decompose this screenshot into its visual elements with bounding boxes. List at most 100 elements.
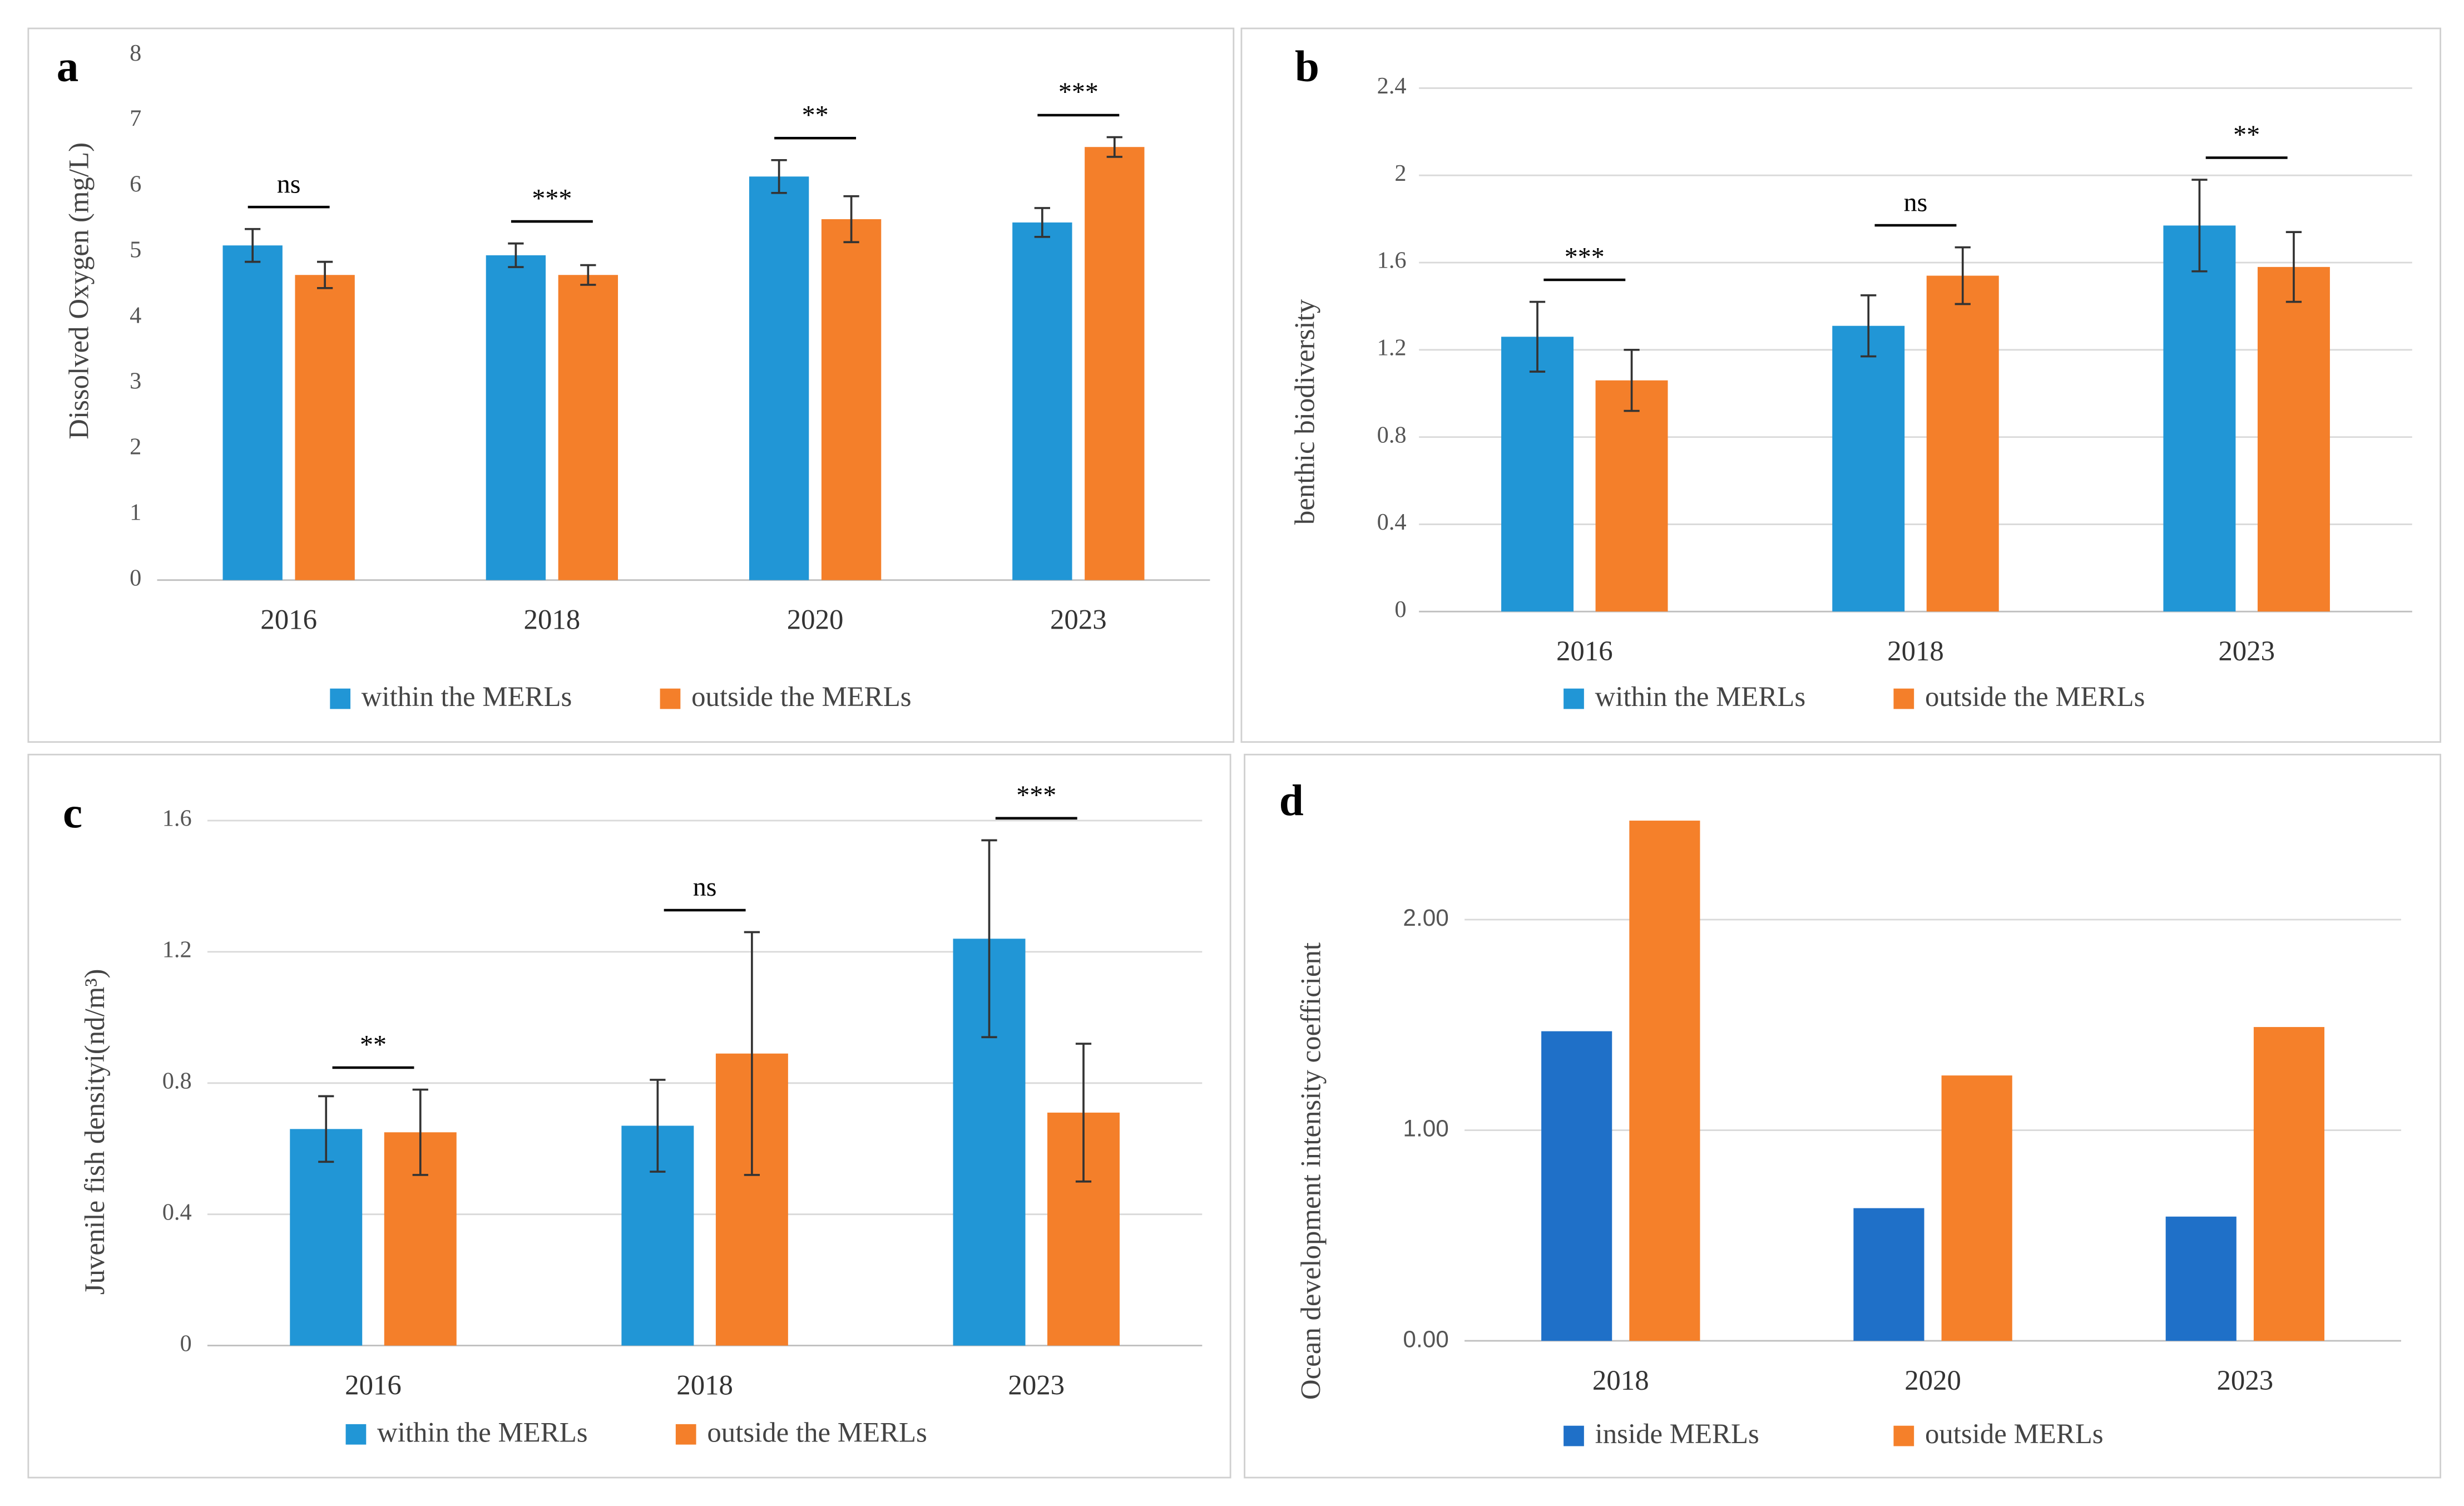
bar	[2163, 225, 2236, 612]
bar	[2253, 1027, 2325, 1341]
y-tick-label: 2.00	[1403, 905, 1448, 931]
legend-swatch	[1893, 688, 1914, 709]
significance-label: ns	[277, 169, 301, 199]
y-tick-label: 2.4	[1377, 73, 1407, 99]
legend-label: within the MERLs	[1595, 681, 1806, 712]
panel-frame	[27, 27, 1235, 743]
x-tick-label: 2023	[1008, 1370, 1065, 1401]
legend-swatch	[1563, 688, 1584, 709]
x-tick-label: 2023	[2217, 1365, 2274, 1396]
x-tick-label: 2023	[2218, 635, 2275, 666]
significance-label: ***	[1058, 77, 1099, 107]
error-bar	[245, 228, 261, 263]
y-tick-label: 1.6	[162, 806, 192, 832]
bar	[1853, 1208, 1924, 1341]
error-bar	[1034, 207, 1050, 238]
bar	[2165, 1216, 2237, 1341]
bar	[558, 275, 619, 580]
error-bar	[1955, 246, 1971, 305]
y-tick-label: 5	[130, 237, 141, 263]
error-bar	[744, 931, 760, 1176]
significance-label: **	[360, 1030, 387, 1059]
significance-label: ns	[693, 872, 717, 902]
y-tick-label: 1	[130, 499, 141, 525]
error-bar	[1624, 348, 1640, 412]
error-bar	[412, 1088, 428, 1176]
y-tick-label: 0	[1394, 596, 1406, 623]
y-axis-label: Dissolved Oxygen (mg/L)	[63, 142, 95, 440]
y-tick-label: 0.00	[1403, 1326, 1448, 1352]
bar	[1832, 325, 1905, 612]
panel-frame	[1240, 27, 2442, 743]
y-tick-label: 4	[130, 303, 141, 329]
bar	[1541, 1031, 1612, 1341]
panel-label: c	[63, 789, 82, 837]
bar	[290, 1129, 363, 1346]
legend-swatch	[345, 1424, 367, 1445]
bar	[486, 255, 546, 580]
significance-label: **	[2233, 120, 2260, 150]
legend-swatch	[1563, 1425, 1584, 1446]
y-tick-label: 2	[130, 434, 141, 460]
x-tick-label: 2020	[787, 604, 844, 635]
y-tick-label: 3	[130, 368, 141, 394]
y-axis-label: Ocean development intensity coefficient	[1295, 942, 1327, 1400]
x-tick-label: 2018	[676, 1370, 733, 1401]
error-bar	[650, 1079, 666, 1173]
y-tick-label: 0	[180, 1330, 191, 1356]
panel-label: d	[1279, 777, 1304, 825]
legend-label: outside the MERLs	[1925, 681, 2145, 712]
legend-label: inside MERLs	[1595, 1418, 1759, 1449]
y-tick-label: 1.6	[1377, 248, 1407, 274]
bar	[1926, 275, 1999, 612]
x-tick-label: 2023	[1050, 604, 1107, 635]
bar	[2257, 266, 2330, 612]
bar	[295, 275, 355, 580]
error-bar	[771, 159, 787, 194]
significance-label: ***	[532, 184, 572, 213]
error-bar	[843, 195, 859, 244]
bar	[1629, 821, 1700, 1341]
error-bar	[981, 839, 997, 1039]
legend-label: outside the MERLs	[691, 681, 911, 712]
legend-swatch	[675, 1424, 696, 1445]
significance-label: ***	[1016, 781, 1056, 810]
error-bar	[1106, 136, 1122, 158]
x-tick-label: 2020	[1904, 1365, 1961, 1396]
y-tick-label: 0.4	[1377, 509, 1407, 535]
y-tick-label: 0.4	[162, 1199, 192, 1225]
y-tick-label: 7	[130, 106, 141, 132]
y-axis-label: benthic biodiversity	[1289, 299, 1320, 525]
legend-label: within the MERLs	[377, 1416, 588, 1448]
y-tick-label: 2	[1394, 160, 1406, 186]
y-tick-label: 1.00	[1403, 1115, 1448, 1142]
significance-label: ns	[1904, 187, 1928, 217]
bar	[1501, 337, 1574, 612]
legend-swatch	[1893, 1425, 1914, 1446]
panel-label: b	[1295, 42, 1319, 91]
bar	[222, 245, 283, 580]
error-bar	[2191, 179, 2208, 273]
y-tick-label: 0	[130, 565, 141, 591]
error-bar	[1529, 300, 1546, 373]
error-bar	[580, 264, 596, 286]
y-axis-label: Juvenile fish densityi(nd/m³)	[79, 969, 110, 1295]
panel-label: a	[57, 42, 79, 91]
y-tick-label: 0.8	[1377, 422, 1407, 448]
bar	[749, 176, 809, 580]
bar	[1012, 222, 1072, 580]
y-tick-label: 6	[130, 171, 141, 197]
x-tick-label: 2018	[1887, 635, 1944, 666]
x-tick-label: 2016	[1556, 635, 1613, 666]
bar	[1595, 380, 1668, 612]
significance-label: ***	[1565, 242, 1605, 271]
panel-frame	[27, 753, 1231, 1479]
legend-label: outside the MERLs	[707, 1416, 927, 1448]
legend-label: within the MERLs	[362, 681, 572, 712]
error-bar	[508, 242, 524, 268]
error-bar	[316, 260, 333, 289]
y-tick-label: 0.8	[162, 1068, 192, 1094]
significance-label: **	[802, 101, 829, 130]
legend-swatch	[330, 688, 351, 709]
